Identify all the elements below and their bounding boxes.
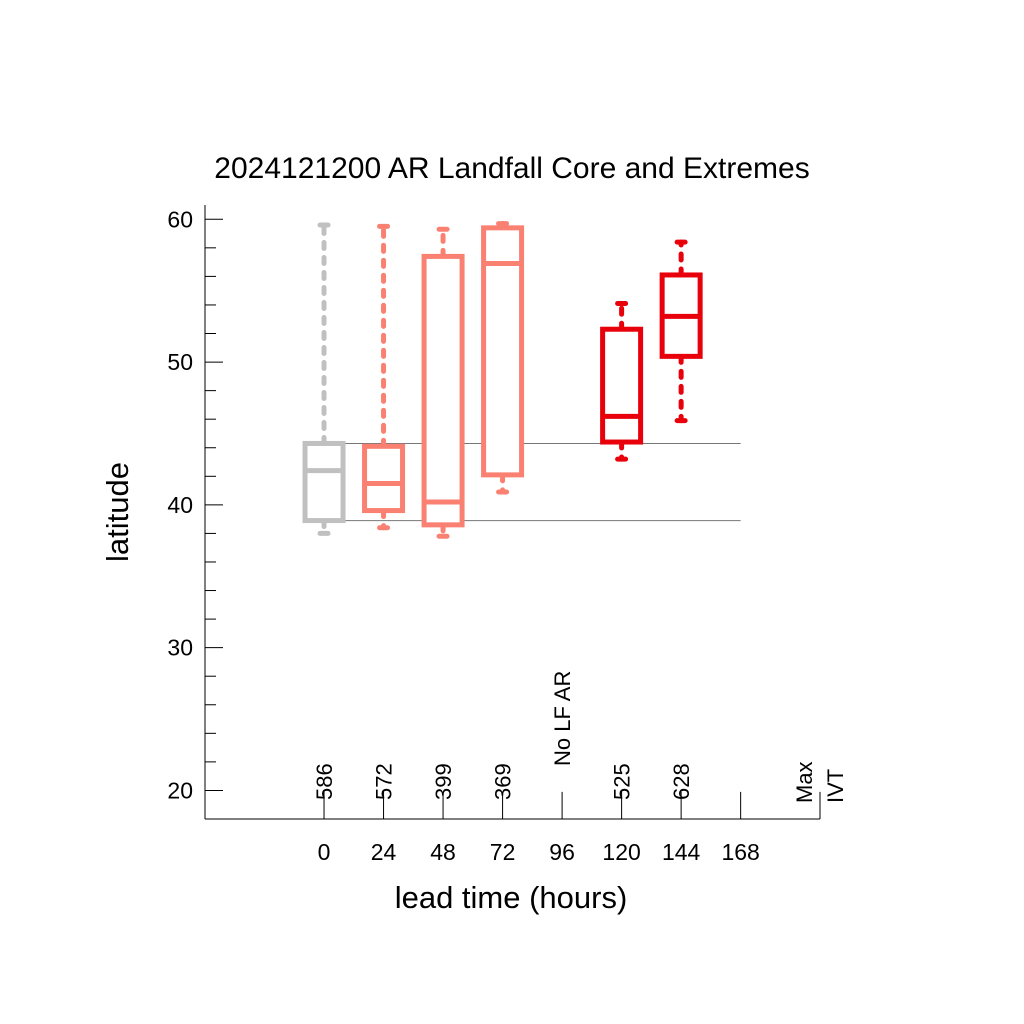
box bbox=[362, 443, 406, 514]
y-tick-label: 50 bbox=[167, 349, 193, 375]
x-tick-label: 0 bbox=[318, 839, 331, 865]
sample-count-label: 572 bbox=[372, 763, 397, 800]
y-tick-label: 30 bbox=[167, 635, 193, 661]
x-axis-label: lead time (hours) bbox=[395, 880, 628, 915]
y-axis-label: latitude bbox=[100, 462, 135, 562]
box bbox=[600, 326, 644, 445]
box bbox=[302, 440, 346, 524]
plot-area: 20 30 40 50 60 0 24 48 72 96 120 144 168 586 572 399 369… bbox=[167, 205, 848, 865]
chart-title: 2024121200 AR Landfall Core and Extremes bbox=[214, 152, 809, 185]
side-label-line1: Max bbox=[792, 761, 817, 803]
x-tick-label: 120 bbox=[602, 839, 640, 865]
no-landfall-label: No LF AR bbox=[550, 671, 575, 766]
sample-count-label: 525 bbox=[610, 763, 635, 800]
box bbox=[421, 253, 465, 528]
sample-count-label: 369 bbox=[491, 763, 516, 800]
x-tick-label: 96 bbox=[549, 839, 575, 865]
x-tick-label: 72 bbox=[490, 839, 516, 865]
x-tick-label: 168 bbox=[721, 839, 759, 865]
box bbox=[481, 225, 525, 478]
x-tick-label: 144 bbox=[662, 839, 701, 865]
x-tick-label: 48 bbox=[430, 839, 456, 865]
side-label-line2: IVT bbox=[823, 769, 848, 803]
sample-count-label: 399 bbox=[431, 763, 456, 800]
y-tick-label: 60 bbox=[167, 206, 193, 232]
sample-count-label: 628 bbox=[669, 763, 694, 800]
y-tick-label: 20 bbox=[167, 777, 193, 803]
y-tick-label: 40 bbox=[167, 492, 193, 518]
x-tick-label: 24 bbox=[371, 839, 397, 865]
sample-count-label: 586 bbox=[312, 763, 337, 800]
